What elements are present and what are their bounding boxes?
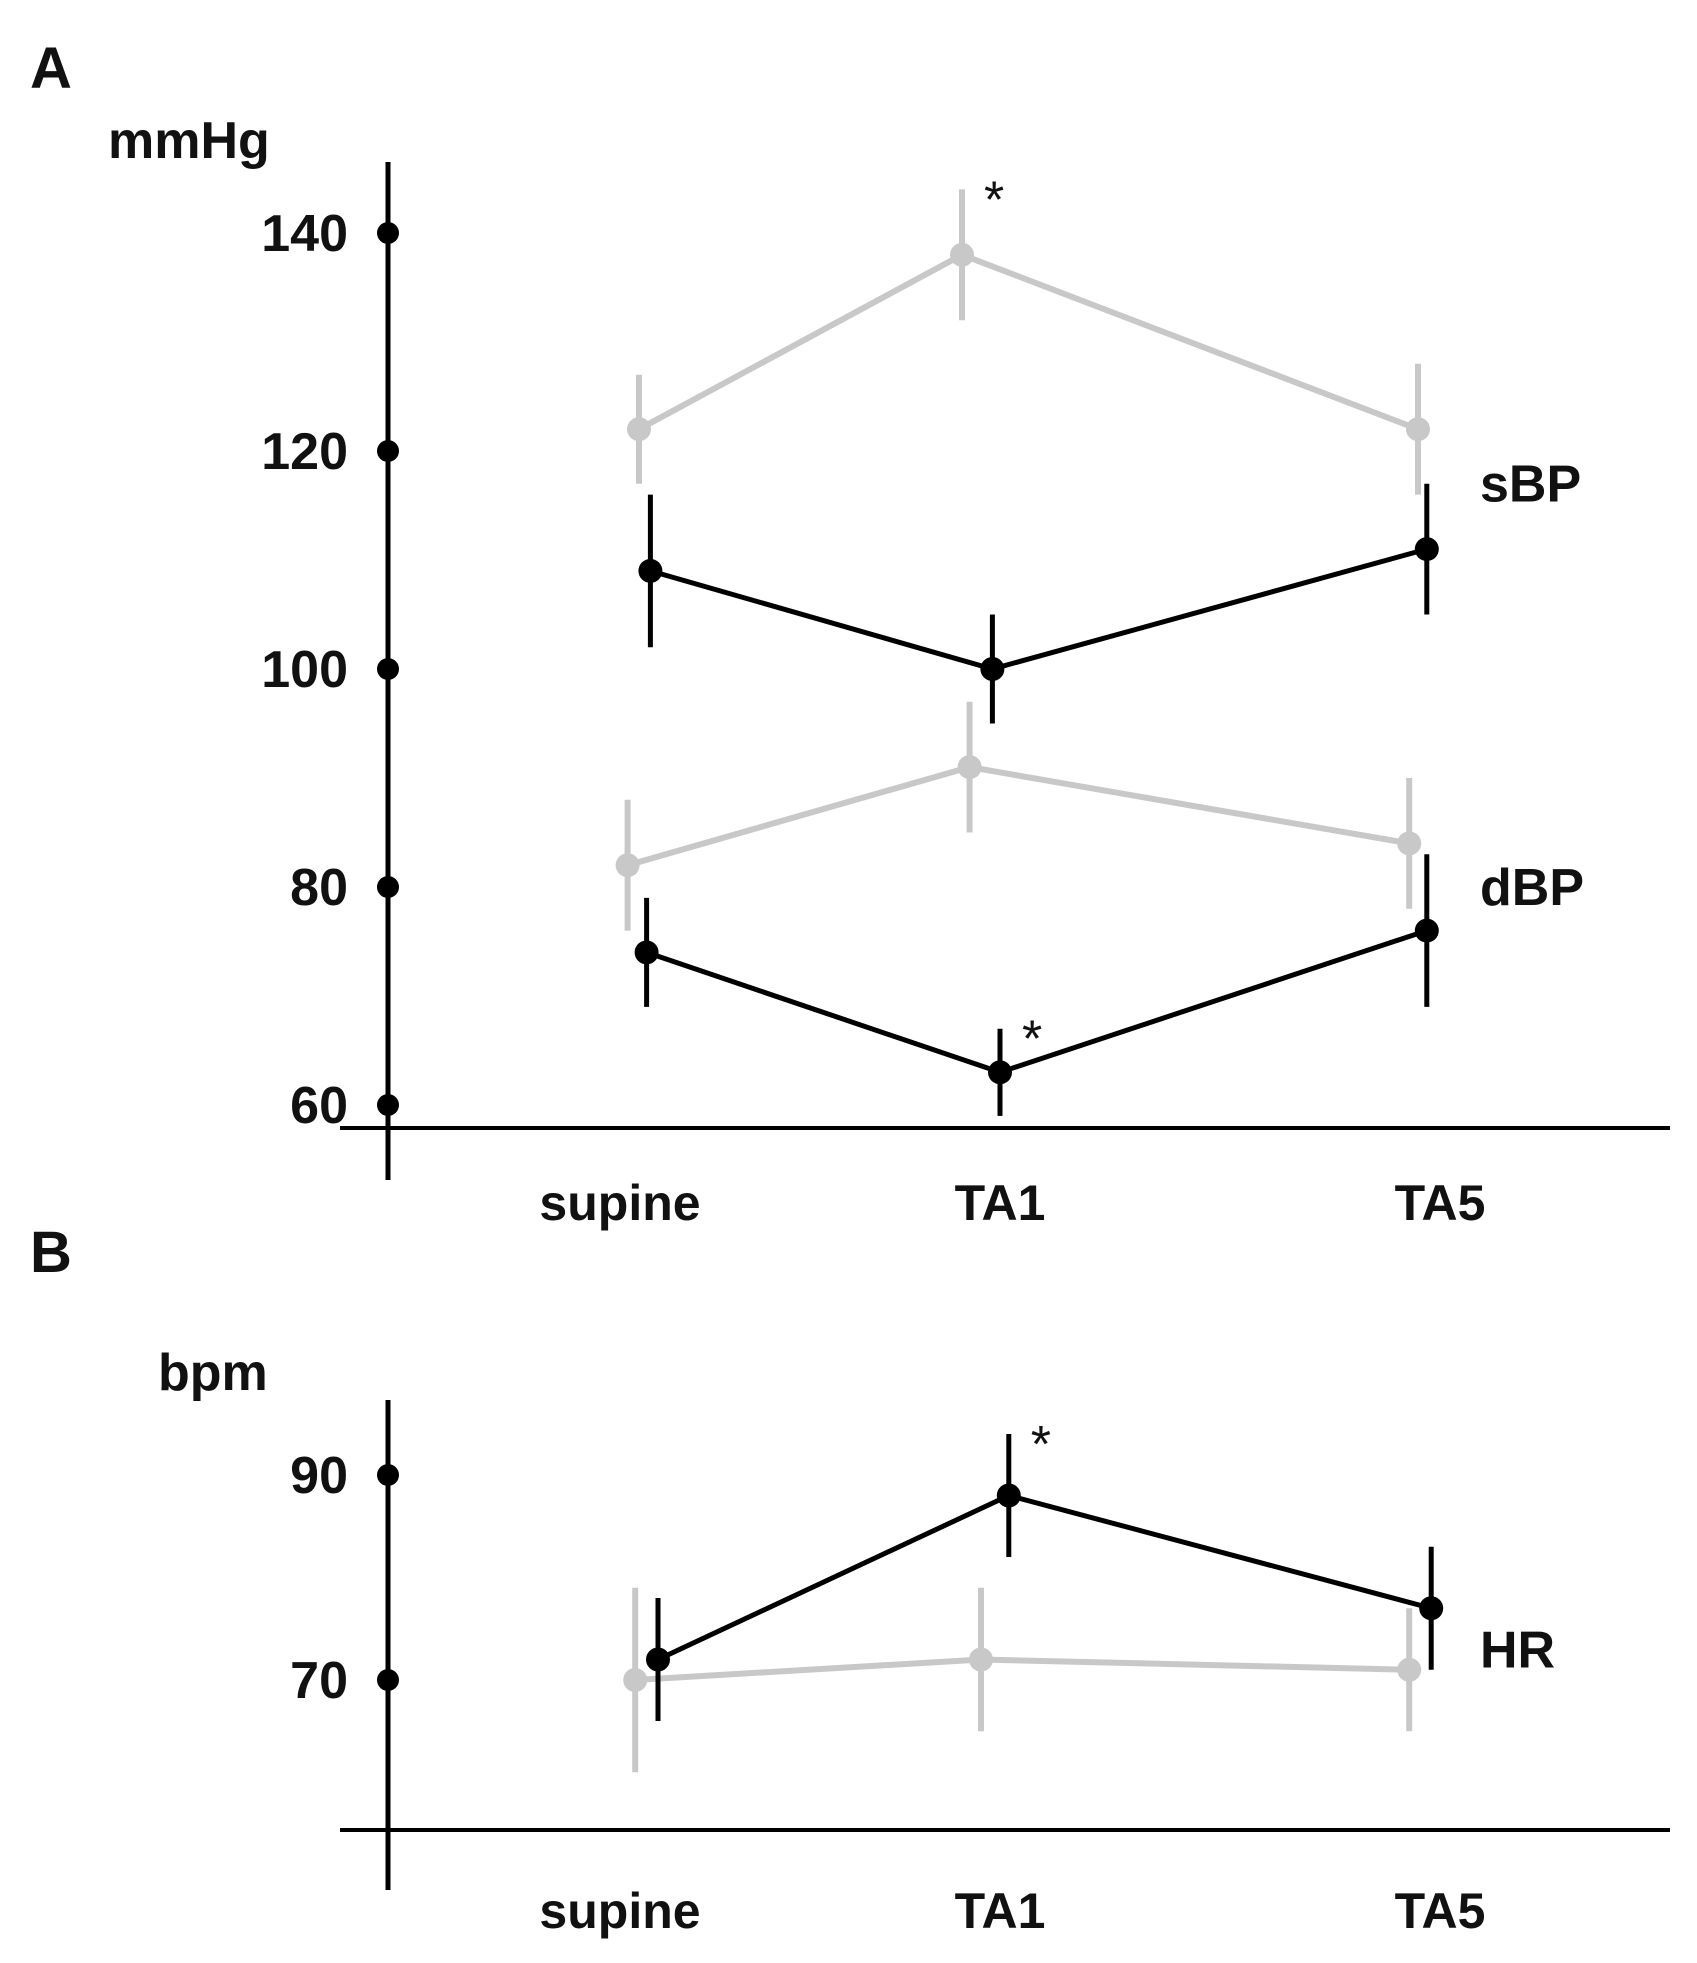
panel-b-annotations: * bbox=[1031, 1416, 1051, 1474]
panel-b-y-tick-label-70: 70 bbox=[290, 1652, 348, 1710]
panel-b-data-point-0-0 bbox=[623, 1668, 648, 1692]
panel-b-series-hr-1 bbox=[646, 1434, 1444, 1721]
panel-a-series-sbp-0 bbox=[627, 189, 1430, 495]
panel-a-category-label-ta5: TA5 bbox=[1395, 1175, 1486, 1231]
panel-a-letter: A bbox=[30, 36, 72, 101]
panel-b-y-tick-70 bbox=[377, 1669, 399, 1691]
panel-b-series-labels: HR bbox=[1480, 1621, 1555, 1679]
panel-b-data-point-0-1 bbox=[969, 1647, 993, 1672]
panel-a-y-tick-label-140: 140 bbox=[261, 205, 348, 263]
panel-a-data-point-0-1 bbox=[950, 242, 974, 267]
panel-a-series-line-0 bbox=[637, 251, 1420, 433]
panel-b-series-label-hr: HR bbox=[1480, 1621, 1555, 1679]
panel-b-data-point-0-2 bbox=[1397, 1657, 1422, 1682]
panel-a-series-label-dbp: dBP bbox=[1480, 859, 1584, 917]
panel-a-y-tick-60 bbox=[377, 1094, 399, 1116]
panel-b-series-hr-0 bbox=[623, 1587, 1422, 1773]
panel-a-y-tick-label-60: 60 bbox=[290, 1077, 348, 1135]
panel-a-data-point-2-2 bbox=[1397, 831, 1422, 856]
panel-a-data-point-2-0 bbox=[615, 853, 640, 878]
panel-a-y-unit: mmHg bbox=[108, 112, 270, 170]
panel-a-y-tick-label-100: 100 bbox=[261, 641, 348, 699]
panel-b-category-label-ta1: TA1 bbox=[955, 1883, 1046, 1939]
panel-a-data-point-1-2 bbox=[1414, 537, 1439, 562]
panel-b-data-point-1-0 bbox=[646, 1647, 670, 1672]
panel-a-y-tick-label-80: 80 bbox=[290, 859, 348, 917]
panel-a-category-labels: supine TA1 TA5 bbox=[539, 1175, 1485, 1231]
panel-a-series bbox=[615, 189, 1439, 1116]
panel-a-y-tick-120 bbox=[377, 440, 399, 462]
panel-b-data-point-1-1 bbox=[996, 1483, 1021, 1508]
panel-a-y-tick-80 bbox=[377, 876, 399, 898]
panel-a-data-point-3-0 bbox=[634, 940, 659, 965]
panel-b-y-ticks: 70 90 bbox=[290, 1447, 399, 1710]
panel-a-data-point-1-1 bbox=[980, 657, 1005, 681]
panel-b-data-point-1-2 bbox=[1419, 1596, 1444, 1621]
panel-a-data-point-3-1 bbox=[988, 1060, 1012, 1085]
panel-b-significance-marker-0: * bbox=[1031, 1416, 1051, 1474]
panel-a-series-dbp-2 bbox=[615, 701, 1422, 931]
panel-a-category-label-ta1: TA1 bbox=[955, 1175, 1046, 1231]
panel-a-data-point-1-0 bbox=[638, 558, 663, 583]
panel-a-series-labels: sBP dBP bbox=[1480, 456, 1584, 917]
panel-b-y-tick-label-90: 90 bbox=[290, 1447, 348, 1505]
panel-b-category-label-supine: supine bbox=[539, 1883, 700, 1939]
panel-a-significance-marker-0: * bbox=[984, 171, 1004, 229]
panel-b-series bbox=[623, 1434, 1444, 1773]
panel-a-annotations: ** bbox=[984, 171, 1042, 1068]
panel-a-category-label-supine: supine bbox=[539, 1175, 700, 1231]
panel-b: B bpm 70 90 supine TA1 TA5 HR * bbox=[30, 1220, 1670, 1939]
panel-a-data-point-0-0 bbox=[627, 417, 651, 442]
panel-b-letter: B bbox=[30, 1220, 72, 1285]
panel-a-series-label-sbp: sBP bbox=[1480, 456, 1581, 514]
panel-a: A mmHg 60 80 100 120 140 supine TA1 TA5 sBP dBP… bbox=[30, 36, 1670, 1231]
panel-b-series-line-1 bbox=[656, 1492, 1432, 1662]
panel-a-significance-marker-1: * bbox=[1022, 1011, 1042, 1069]
panel-a-y-tick-140 bbox=[377, 222, 399, 244]
panel-a-y-ticks: 60 80 100 120 140 bbox=[261, 205, 399, 1135]
panel-b-series-line-0 bbox=[635, 1656, 1410, 1683]
panel-a-y-tick-label-120: 120 bbox=[261, 423, 348, 481]
panel-a-y-tick-100 bbox=[377, 658, 399, 680]
panel-a-series-sbp-1 bbox=[638, 483, 1439, 724]
panel-a-series-dbp-3 bbox=[634, 854, 1439, 1116]
panel-a-series-line-2 bbox=[626, 764, 1410, 869]
panel-a-data-point-3-2 bbox=[1414, 918, 1439, 943]
panel-a-data-point-2-1 bbox=[957, 755, 982, 780]
panel-b-y-unit: bpm bbox=[158, 1344, 268, 1402]
panel-b-y-tick-90 bbox=[377, 1464, 399, 1486]
panel-b-category-label-ta5: TA5 bbox=[1395, 1883, 1486, 1939]
panel-b-category-labels: supine TA1 TA5 bbox=[539, 1883, 1485, 1939]
panel-a-data-point-0-2 bbox=[1406, 417, 1430, 442]
panel-a-series-line-1 bbox=[649, 546, 1428, 672]
